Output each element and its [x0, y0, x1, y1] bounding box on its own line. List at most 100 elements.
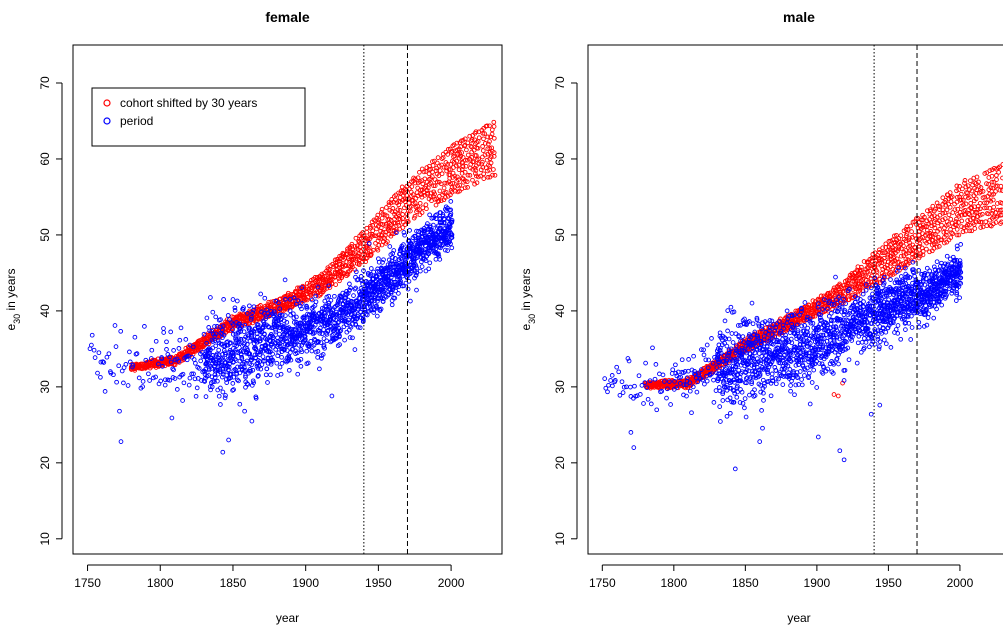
data-point	[147, 372, 151, 376]
data-point	[769, 394, 773, 398]
data-point	[92, 348, 96, 352]
data-point	[219, 386, 223, 390]
data-point	[692, 354, 696, 358]
data-point	[712, 378, 716, 382]
data-point	[743, 406, 747, 410]
data-point	[278, 365, 282, 369]
series-period	[88, 200, 454, 455]
data-point	[372, 270, 376, 274]
data-point	[259, 292, 263, 296]
data-point	[992, 205, 996, 209]
data-point	[154, 339, 158, 343]
data-point	[955, 228, 959, 232]
data-point	[449, 200, 453, 204]
data-point	[169, 330, 173, 334]
data-point	[408, 229, 412, 233]
data-point	[90, 333, 94, 337]
x-tick-label: 2000	[438, 576, 465, 590]
y-label-rest: in years	[4, 268, 18, 313]
data-point	[451, 171, 455, 175]
data-point	[269, 373, 273, 377]
series-period	[603, 243, 963, 471]
data-point	[431, 164, 435, 168]
data-point	[744, 415, 748, 419]
data-point	[320, 332, 324, 336]
data-point	[606, 390, 610, 394]
data-point	[199, 359, 203, 363]
data-point	[777, 377, 781, 381]
data-point	[492, 168, 496, 172]
data-point	[978, 201, 982, 205]
data-point	[654, 363, 658, 367]
data-point	[712, 401, 716, 405]
data-point	[420, 167, 424, 171]
data-point	[194, 361, 198, 365]
data-point	[714, 389, 718, 393]
data-point	[222, 298, 226, 302]
data-point	[760, 355, 764, 359]
data-point	[721, 399, 725, 403]
data-point	[941, 196, 945, 200]
data-point	[418, 201, 422, 205]
data-point	[309, 339, 313, 343]
data-point	[995, 178, 999, 182]
data-point	[323, 299, 327, 303]
data-point	[226, 314, 230, 318]
data-point	[762, 399, 766, 403]
y-tick-label: 20	[38, 456, 52, 470]
legend-label: cohort shifted by 30 years	[120, 96, 257, 110]
data-point	[940, 223, 944, 227]
data-point	[615, 365, 619, 369]
data-point	[960, 219, 964, 223]
data-point	[141, 380, 145, 384]
data-point	[695, 390, 699, 394]
data-point	[438, 169, 442, 173]
data-point	[348, 282, 352, 286]
data-point	[305, 349, 309, 353]
data-point	[419, 269, 423, 273]
data-point	[354, 286, 358, 290]
data-point	[322, 328, 326, 332]
data-point	[318, 367, 322, 371]
data-point	[925, 247, 929, 251]
data-point	[320, 356, 324, 360]
data-point	[973, 227, 977, 231]
data-point	[789, 389, 793, 393]
data-point	[751, 322, 755, 326]
data-point	[726, 309, 730, 313]
data-point	[665, 396, 669, 400]
data-point	[115, 380, 119, 384]
data-point	[680, 358, 684, 362]
data-point	[351, 336, 355, 340]
data-point	[416, 186, 420, 190]
data-point	[175, 388, 179, 392]
data-point	[114, 345, 118, 349]
y-tick-label: 70	[38, 76, 52, 90]
x-tick-label: 1800	[147, 576, 174, 590]
data-point	[750, 301, 754, 305]
data-point	[760, 409, 764, 413]
data-point	[442, 186, 446, 190]
data-point	[397, 292, 401, 296]
data-point	[899, 234, 903, 238]
data-point	[354, 236, 358, 240]
data-point	[99, 375, 103, 379]
chart-title: female	[265, 9, 310, 25]
data-point	[705, 343, 709, 347]
data-point	[436, 156, 440, 160]
data-point	[179, 326, 183, 330]
x-axis-label: year	[276, 611, 299, 625]
data-point	[187, 383, 191, 387]
data-point	[118, 409, 122, 413]
data-point	[969, 201, 973, 205]
data-point	[119, 329, 123, 333]
data-point	[119, 440, 123, 444]
data-point	[231, 382, 235, 386]
data-point	[446, 249, 450, 253]
data-point	[345, 330, 349, 334]
data-point	[296, 372, 300, 376]
data-point	[729, 305, 733, 309]
data-point	[271, 352, 275, 356]
